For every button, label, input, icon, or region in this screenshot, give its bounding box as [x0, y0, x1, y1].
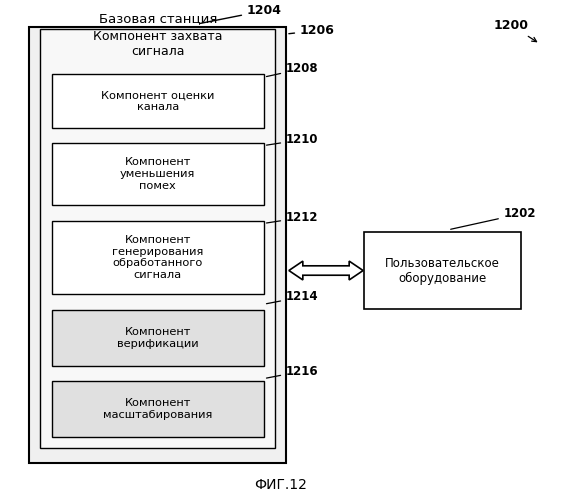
Bar [40, 29, 275, 448]
Text: 1208: 1208 [266, 62, 319, 76]
Text: 1200: 1200 [494, 19, 536, 42]
Bar [52, 221, 264, 294]
Text: Компонент захвата
сигнала: Компонент захвата сигнала [93, 30, 223, 58]
Text: ФИГ.12: ФИГ.12 [254, 478, 307, 492]
Bar [364, 233, 521, 309]
Bar [52, 381, 264, 437]
Polygon shape [289, 261, 363, 280]
Text: 1206: 1206 [289, 24, 335, 37]
Text: Компонент
генерирования
обработанного
сигнала: Компонент генерирования обработанного си… [112, 235, 204, 280]
Text: 1204: 1204 [200, 4, 282, 23]
Bar [52, 310, 264, 366]
Text: 1214: 1214 [266, 290, 319, 304]
Text: 1202: 1202 [450, 208, 536, 229]
Text: Компонент
верификации: Компонент верификации [117, 327, 199, 349]
Bar [52, 74, 264, 128]
Bar [29, 26, 286, 463]
Text: Компонент
уменьшения
помех: Компонент уменьшения помех [120, 158, 195, 191]
Text: 1212: 1212 [266, 211, 319, 224]
Bar [52, 143, 264, 205]
Text: 1216: 1216 [266, 365, 319, 378]
Text: Пользовательское
оборудование: Пользовательское оборудование [385, 256, 500, 285]
Text: Компонент
масштабирования: Компонент масштабирования [103, 398, 213, 420]
Text: Компонент оценки
канала: Компонент оценки канала [101, 90, 214, 112]
Text: Базовая станция: Базовая станция [99, 12, 217, 25]
Text: 1210: 1210 [266, 133, 319, 146]
